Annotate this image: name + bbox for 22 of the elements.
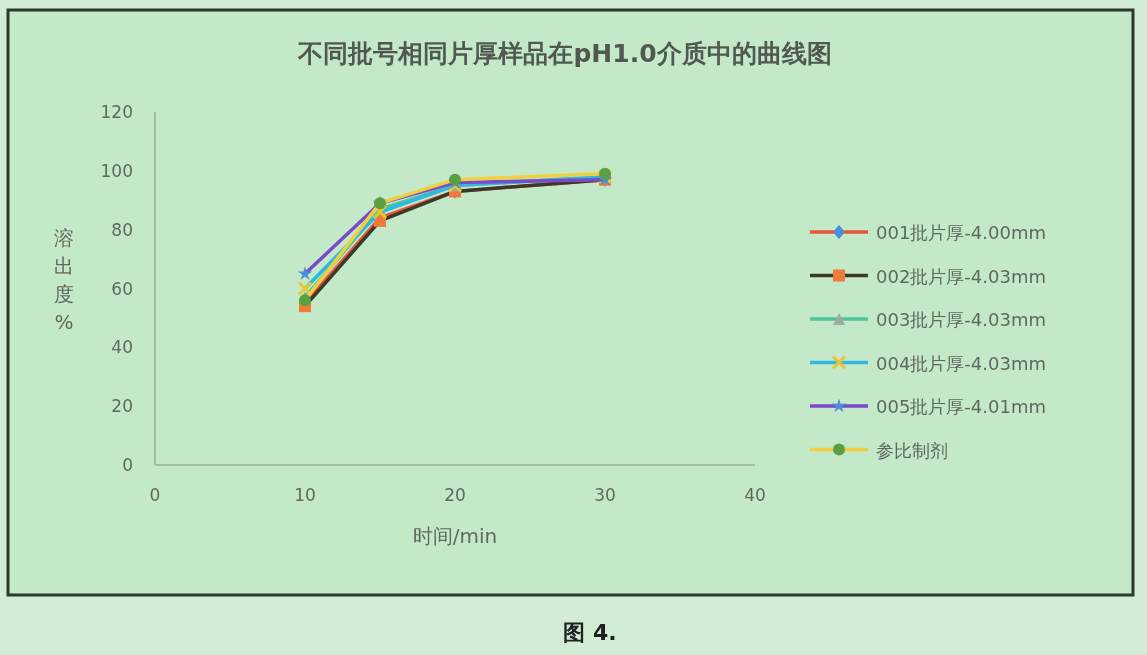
x-tick-label: 0 [149,485,161,505]
y-tick-label: 40 [111,337,133,358]
y-tick-label: 100 [100,160,133,181]
y-axis-title: 溶出度% [54,226,74,334]
legend-label: 004批片厚-4.03mm [876,352,1046,374]
legend-label: 参比制剂 [876,439,948,461]
y-tick-label: 60 [111,278,133,299]
caption: 图 4. [563,620,617,645]
x-tick-label: 10 [294,485,316,505]
legend-label: 002批片厚-4.03mm [876,265,1046,287]
y-tick-label: 20 [111,396,133,417]
chart-title: 不同批号相同片厚样品在pH1.0介质中的曲线图 [297,39,832,68]
x-tick-label: 40 [744,485,766,505]
y-tick-label: 0 [122,455,133,475]
y-tick-label: 120 [100,102,133,122]
x-tick-label: 20 [444,485,466,505]
y-tick-label: 80 [111,219,133,240]
x-axis-title: 时间/min [412,524,498,548]
legend-label: 005批片厚-4.01mm [876,396,1046,417]
x-tick-label: 30 [594,485,616,505]
legend-label: 001批片厚-4.00mm [876,222,1046,243]
legend-label: 003批片厚-4.03mm [876,309,1046,330]
